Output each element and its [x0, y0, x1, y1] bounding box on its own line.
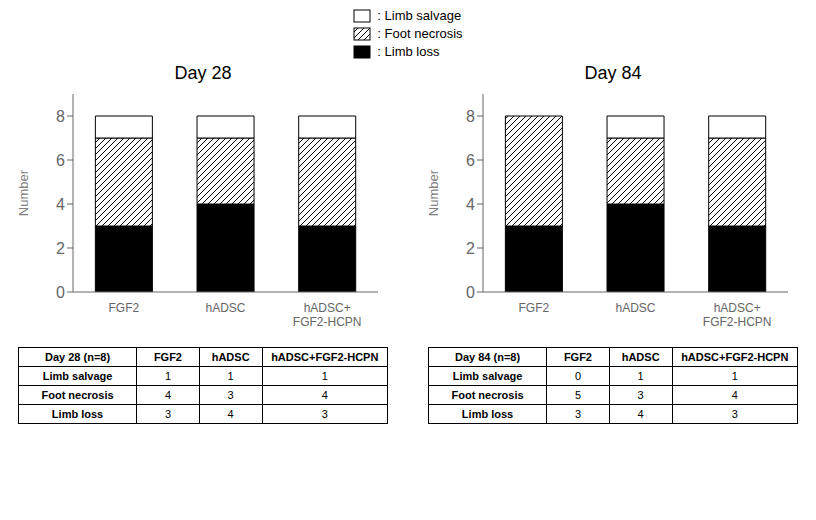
html-text:5: 5: [574, 389, 581, 401]
html-text:1: 1: [227, 370, 234, 382]
html-text:1: 1: [164, 370, 171, 382]
svg-text:hADSC+FGF2-HCPN: hADSC+FGF2-HCPN: [703, 301, 772, 329]
svg-text:6: 6: [56, 152, 65, 169]
html-text:: Foot necrosis: : Foot necrosis: [377, 26, 463, 41]
html-text:Limb salvage: Limb salvage: [42, 370, 113, 382]
html-text:3: 3: [227, 389, 234, 401]
html-text:FGF2: FGF2: [153, 351, 182, 363]
svg-text:4: 4: [56, 196, 65, 213]
svg-text:0: 0: [56, 284, 65, 301]
html-text:Foot necrosis: Foot necrosis: [41, 389, 114, 401]
svg-text:4: 4: [466, 196, 475, 213]
svg-text:2: 2: [56, 240, 65, 257]
html-text:4: 4: [731, 389, 738, 401]
html-text:Day 28 (n=8): Day 28 (n=8): [45, 351, 111, 363]
svg-text:FGF2: FGF2: [518, 301, 549, 315]
svg-text:hADSC+FGF2-HCPN: hADSC+FGF2-HCPN: [293, 301, 362, 329]
html-text:1: 1: [731, 370, 738, 382]
html-text:3: 3: [731, 408, 738, 420]
html-text:Day 84: Day 84: [584, 63, 642, 83]
html-text:3: 3: [164, 408, 171, 420]
html-text:0: 0: [574, 370, 581, 382]
html-text:Foot necrosis: Foot necrosis: [451, 389, 524, 401]
html-text:Limb loss: Limb loss: [461, 408, 514, 420]
html-text:hADSC+FGF2-HCPN: hADSC+FGF2-HCPN: [681, 351, 789, 363]
svg-text:2: 2: [466, 240, 475, 257]
html-text:hADSC: hADSC: [211, 351, 250, 363]
html-text:1: 1: [321, 370, 328, 382]
html-text:Limb salvage: Limb salvage: [452, 370, 523, 382]
html-text:4: 4: [164, 389, 171, 401]
html-text:3: 3: [574, 408, 581, 420]
html-text:: Limb salvage: : Limb salvage: [377, 8, 462, 23]
html-text:hADSC+FGF2-HCPN: hADSC+FGF2-HCPN: [271, 351, 379, 363]
html-text:4: 4: [227, 408, 234, 420]
svg-text:8: 8: [56, 108, 65, 125]
html-text:FGF2: FGF2: [563, 351, 592, 363]
svg-text:8: 8: [466, 108, 475, 125]
html-text:: Limb loss: : Limb loss: [377, 44, 440, 59]
html-text:3: 3: [321, 408, 328, 420]
svg-text:6: 6: [466, 152, 475, 169]
html-text:4: 4: [637, 408, 644, 420]
html-text:hADSC: hADSC: [621, 351, 660, 363]
html-text:3: 3: [637, 389, 644, 401]
html-text:1: 1: [637, 370, 644, 382]
svg-text:0: 0: [466, 284, 475, 301]
html-text:Limb loss: Limb loss: [51, 408, 104, 420]
svg-text:Number: Number: [426, 169, 441, 216]
svg-text:FGF2: FGF2: [108, 301, 139, 315]
svg-text:Number: Number: [16, 169, 31, 216]
html-text:Day 28: Day 28: [174, 63, 232, 83]
html-text:Day 84 (n=8): Day 84 (n=8): [455, 351, 521, 363]
svg-text:hADSC: hADSC: [205, 301, 245, 315]
html-text:4: 4: [321, 389, 328, 401]
svg-text:hADSC: hADSC: [615, 301, 655, 315]
